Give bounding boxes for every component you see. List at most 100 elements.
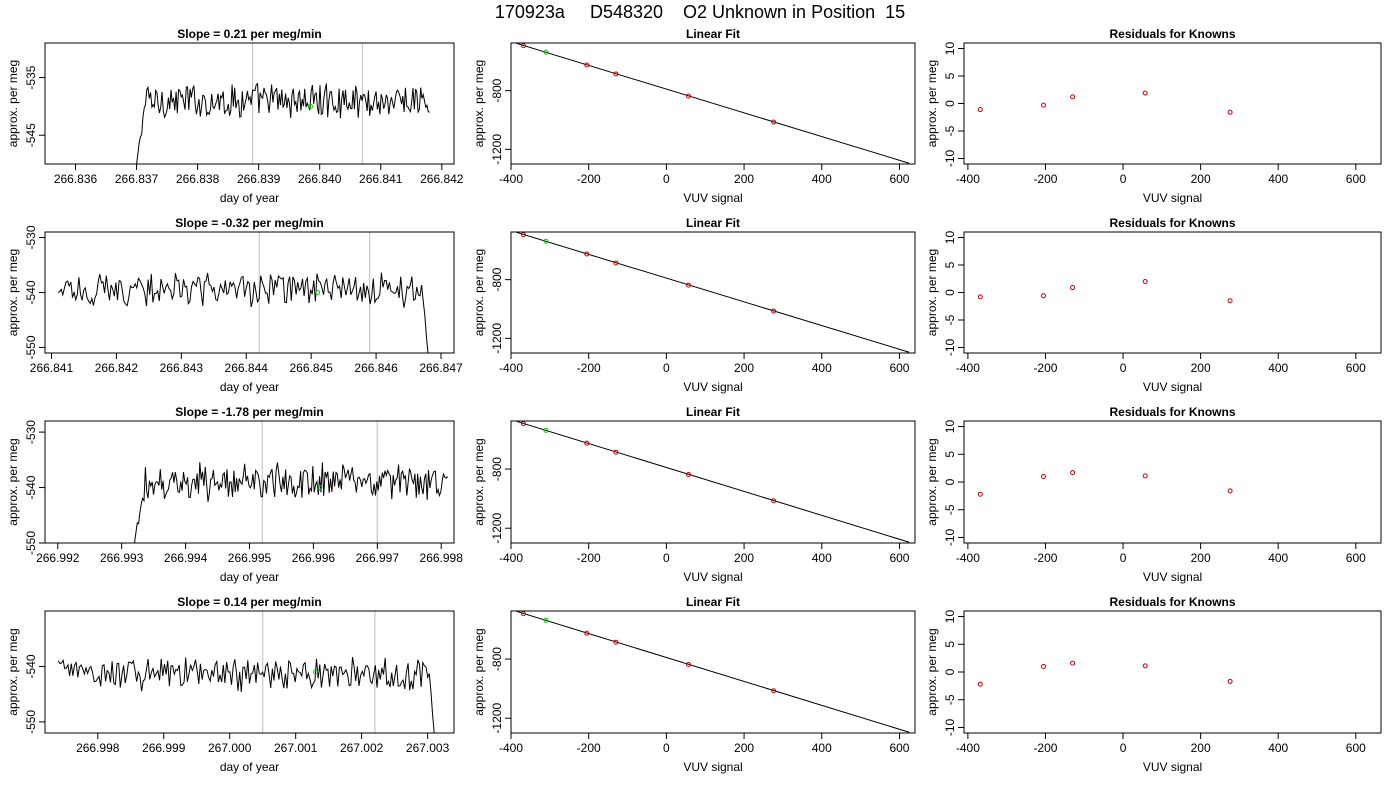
plot-title: Slope = -0.32 per meg/min	[175, 216, 323, 230]
x-tick-label: 0	[1120, 172, 1127, 186]
plot-frame	[963, 231, 1382, 354]
x-tick-label: -400	[499, 172, 523, 186]
x-tick-label: -200	[577, 741, 601, 755]
residual-point	[1070, 285, 1076, 291]
plot-title: Residuals for Knowns	[1109, 27, 1235, 41]
known-point	[771, 308, 777, 314]
x-tick-label: 400	[1268, 361, 1288, 375]
y-axis-label: approx. per meg	[6, 628, 20, 715]
plot-title: Linear Fit	[686, 595, 740, 609]
page-title: 170923a D548320 O2 Unknown in Position 1…	[494, 2, 906, 22]
y-tick-label: 0	[943, 289, 957, 296]
residual-point	[1070, 660, 1076, 666]
x-tick-label: 266.999	[142, 741, 186, 755]
x-tick-label: 267.000	[208, 741, 252, 755]
x-tick-label: 400	[1268, 551, 1288, 565]
y-axis-label: approx. per meg	[6, 60, 20, 147]
time-series-line	[136, 82, 430, 164]
y-tick-label: -10	[943, 339, 957, 357]
x-axis-label: VUV signal	[683, 760, 742, 774]
x-tick-label: 200	[734, 172, 754, 186]
residual-point	[1227, 109, 1233, 115]
known-point	[686, 282, 692, 288]
y-tick-label: -1200	[490, 134, 504, 165]
x-tick-label: 600	[1346, 741, 1366, 755]
plot-frame	[510, 610, 916, 734]
y-axis-label: approx. per meg	[925, 249, 939, 336]
plot-frame	[510, 42, 916, 165]
y-axis-label: approx. per meg	[472, 249, 486, 336]
x-tick-label: 266.840	[298, 172, 342, 186]
x-tick-label: 266.842	[420, 172, 464, 186]
known-point	[613, 71, 619, 77]
unknown-point	[315, 290, 321, 295]
residual-point	[977, 107, 983, 113]
x-tick-label: 600	[889, 741, 909, 755]
x-axis-label: VUV signal	[1143, 380, 1202, 394]
x-axis-label: VUV signal	[1143, 570, 1202, 584]
x-tick-label: -200	[577, 172, 601, 186]
x-axis-label: day of year	[220, 191, 279, 205]
x-tick-label: 266.996	[292, 551, 336, 565]
x-tick-label: 0	[1120, 741, 1127, 755]
y-tick-label: -800	[490, 78, 504, 102]
plot-area	[516, 43, 910, 164]
y-tick-label: 0	[943, 100, 957, 107]
x-axis-label: VUV signal	[683, 570, 742, 584]
known-point	[613, 449, 619, 455]
x-tick-label: 266.845	[289, 361, 333, 375]
plot-area	[57, 232, 429, 353]
plot-panel: Residuals for Knowns VUV signal approx. pe…	[925, 27, 1382, 205]
y-tick-label: -535	[24, 65, 38, 89]
plot-frame	[963, 420, 1382, 544]
x-tick-label: 400	[812, 172, 832, 186]
y-tick-label: -5	[943, 125, 957, 136]
y-tick-label: 10	[943, 42, 957, 56]
x-tick-label: 0	[663, 172, 670, 186]
y-axis-label: approx. per meg	[6, 438, 20, 525]
y-tick-label: -540	[24, 475, 38, 499]
residual-point	[1041, 293, 1047, 299]
plot-area	[977, 470, 1233, 497]
plot-title: Linear Fit	[686, 405, 740, 419]
unknown-point	[543, 617, 549, 623]
y-tick-label: 10	[943, 610, 957, 624]
x-tick-label: -200	[1033, 172, 1057, 186]
x-tick-label: 200	[734, 361, 754, 375]
x-tick-label: 266.843	[160, 361, 204, 375]
x-axis-label: day of year	[220, 380, 279, 394]
residual-point	[1070, 94, 1076, 100]
residual-point	[1142, 663, 1148, 669]
x-axis-label: VUV signal	[1143, 760, 1202, 774]
x-tick-label: 0	[1120, 361, 1127, 375]
known-point	[584, 62, 590, 68]
y-tick-label: -545	[24, 123, 38, 147]
x-tick-label: 0	[1120, 551, 1127, 565]
x-tick-label: -200	[1033, 741, 1057, 755]
y-tick-label: 10	[943, 420, 957, 434]
y-tick-label: -530	[24, 225, 38, 249]
known-point	[686, 472, 692, 478]
time-series-line	[134, 462, 448, 543]
y-tick-label: 10	[943, 231, 957, 245]
y-axis-label: approx. per meg	[472, 60, 486, 147]
known-point	[686, 93, 692, 99]
x-tick-label: -200	[577, 361, 601, 375]
residual-point	[1142, 473, 1148, 479]
x-tick-label: 600	[1346, 361, 1366, 375]
plot-frame	[963, 610, 1382, 734]
unknown-point	[543, 427, 549, 433]
x-tick-label: 266.992	[36, 551, 80, 565]
plot-panel: Linear Fit VUV signal approx. per meg -400 -…	[472, 405, 916, 584]
x-tick-label: 400	[1268, 172, 1288, 186]
y-tick-label: -540	[24, 654, 38, 678]
plot-area	[57, 611, 435, 733]
x-tick-label: 600	[889, 551, 909, 565]
known-point	[771, 688, 777, 694]
plot-title: Residuals for Knowns	[1109, 595, 1235, 609]
plot-panel: Linear Fit VUV signal approx. per meg -400 -…	[472, 27, 916, 205]
x-tick-label: 200	[1191, 361, 1211, 375]
y-axis-label: approx. per meg	[925, 60, 939, 147]
plot-frame	[44, 42, 455, 165]
plot-frame	[44, 231, 455, 354]
